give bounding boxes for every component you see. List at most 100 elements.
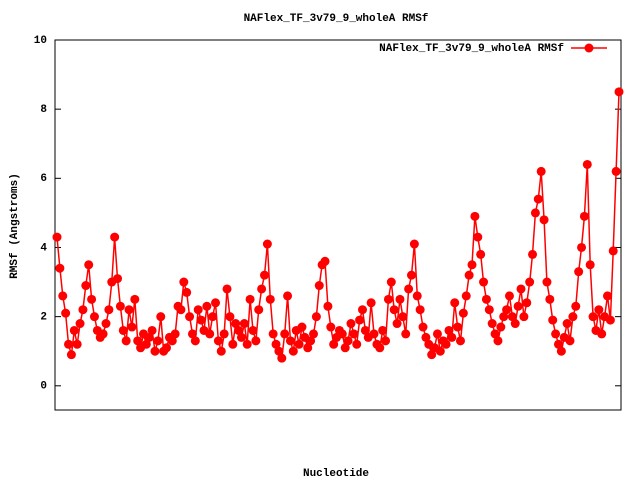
data-point bbox=[225, 312, 235, 322]
data-point bbox=[401, 329, 411, 339]
data-point bbox=[84, 260, 94, 270]
data-point bbox=[257, 284, 267, 294]
data-point bbox=[378, 325, 388, 335]
data-point bbox=[447, 332, 457, 342]
data-point bbox=[493, 336, 503, 346]
data-point bbox=[525, 277, 535, 287]
data-point bbox=[150, 346, 160, 356]
data-point bbox=[283, 291, 293, 301]
data-point bbox=[231, 319, 241, 329]
data-point bbox=[61, 308, 71, 318]
data-point bbox=[234, 325, 244, 335]
data-point bbox=[614, 87, 624, 97]
data-point bbox=[303, 343, 313, 353]
data-point bbox=[395, 294, 405, 304]
data-point bbox=[386, 277, 396, 287]
data-point bbox=[366, 298, 376, 308]
data-point bbox=[239, 319, 249, 329]
data-point bbox=[571, 301, 581, 311]
data-point bbox=[121, 336, 131, 346]
data-point bbox=[104, 305, 114, 315]
data-point bbox=[294, 339, 304, 349]
data-point bbox=[228, 339, 238, 349]
data-point bbox=[245, 294, 255, 304]
data-point bbox=[504, 291, 514, 301]
data-point bbox=[608, 246, 618, 256]
data-point bbox=[496, 322, 506, 332]
data-point bbox=[484, 305, 494, 315]
data-point bbox=[297, 322, 307, 332]
data-point bbox=[309, 329, 319, 339]
data-point bbox=[406, 270, 416, 280]
data-point bbox=[271, 339, 281, 349]
data-point bbox=[153, 336, 163, 346]
data-point bbox=[72, 339, 82, 349]
data-point bbox=[127, 322, 137, 332]
data-point bbox=[421, 332, 431, 342]
data-point bbox=[542, 277, 552, 287]
data-point bbox=[213, 336, 223, 346]
data-point bbox=[513, 301, 523, 311]
data-point bbox=[251, 336, 261, 346]
legend-label: NAFlex_TF_3v79_9_wholeA RMSf bbox=[379, 43, 564, 55]
legend-marker bbox=[584, 43, 594, 53]
x-axis-label: Nucleotide bbox=[303, 468, 369, 480]
y-tick-label: 2 bbox=[40, 312, 47, 324]
data-point bbox=[326, 322, 336, 332]
data-point bbox=[280, 329, 290, 339]
data-point bbox=[141, 339, 151, 349]
data-point bbox=[170, 329, 180, 339]
data-point bbox=[216, 346, 226, 356]
data-point bbox=[144, 332, 154, 342]
data-point bbox=[556, 346, 566, 356]
data-point bbox=[579, 211, 589, 221]
data-point bbox=[594, 305, 604, 315]
data-point bbox=[268, 329, 278, 339]
data-point bbox=[389, 305, 399, 315]
data-point bbox=[392, 319, 402, 329]
data-point bbox=[562, 319, 572, 329]
data-point bbox=[311, 312, 321, 322]
data-point bbox=[130, 294, 140, 304]
data-point bbox=[375, 343, 385, 353]
data-point bbox=[352, 339, 362, 349]
y-tick-label: 6 bbox=[40, 173, 47, 185]
data-point bbox=[611, 166, 621, 176]
data-point bbox=[539, 215, 549, 225]
data-point bbox=[320, 256, 330, 266]
data-point bbox=[565, 336, 575, 346]
data-point bbox=[58, 291, 68, 301]
data-point bbox=[274, 346, 284, 356]
data-point bbox=[355, 315, 365, 325]
data-point bbox=[568, 312, 578, 322]
data-point bbox=[415, 305, 425, 315]
data-point bbox=[248, 325, 258, 335]
data-point bbox=[179, 277, 189, 287]
data-point bbox=[185, 312, 195, 322]
data-point bbox=[349, 329, 359, 339]
data-point bbox=[381, 336, 391, 346]
data-point bbox=[346, 319, 356, 329]
data-point bbox=[285, 336, 295, 346]
data-line bbox=[56, 91, 620, 362]
data-point bbox=[133, 336, 143, 346]
data-point bbox=[87, 294, 97, 304]
data-point bbox=[383, 294, 393, 304]
data-point bbox=[444, 325, 454, 335]
data-point bbox=[52, 232, 62, 242]
data-point bbox=[193, 305, 203, 315]
data-point bbox=[162, 343, 172, 353]
data-point bbox=[323, 301, 333, 311]
data-point bbox=[490, 329, 500, 339]
data-point bbox=[605, 315, 615, 325]
data-point bbox=[536, 166, 546, 176]
data-point bbox=[89, 312, 99, 322]
data-point bbox=[182, 287, 192, 297]
data-point bbox=[262, 239, 272, 249]
data-point bbox=[98, 329, 108, 339]
data-point bbox=[337, 329, 347, 339]
data-point bbox=[574, 267, 584, 277]
data-point bbox=[588, 312, 598, 322]
data-point bbox=[260, 270, 270, 280]
